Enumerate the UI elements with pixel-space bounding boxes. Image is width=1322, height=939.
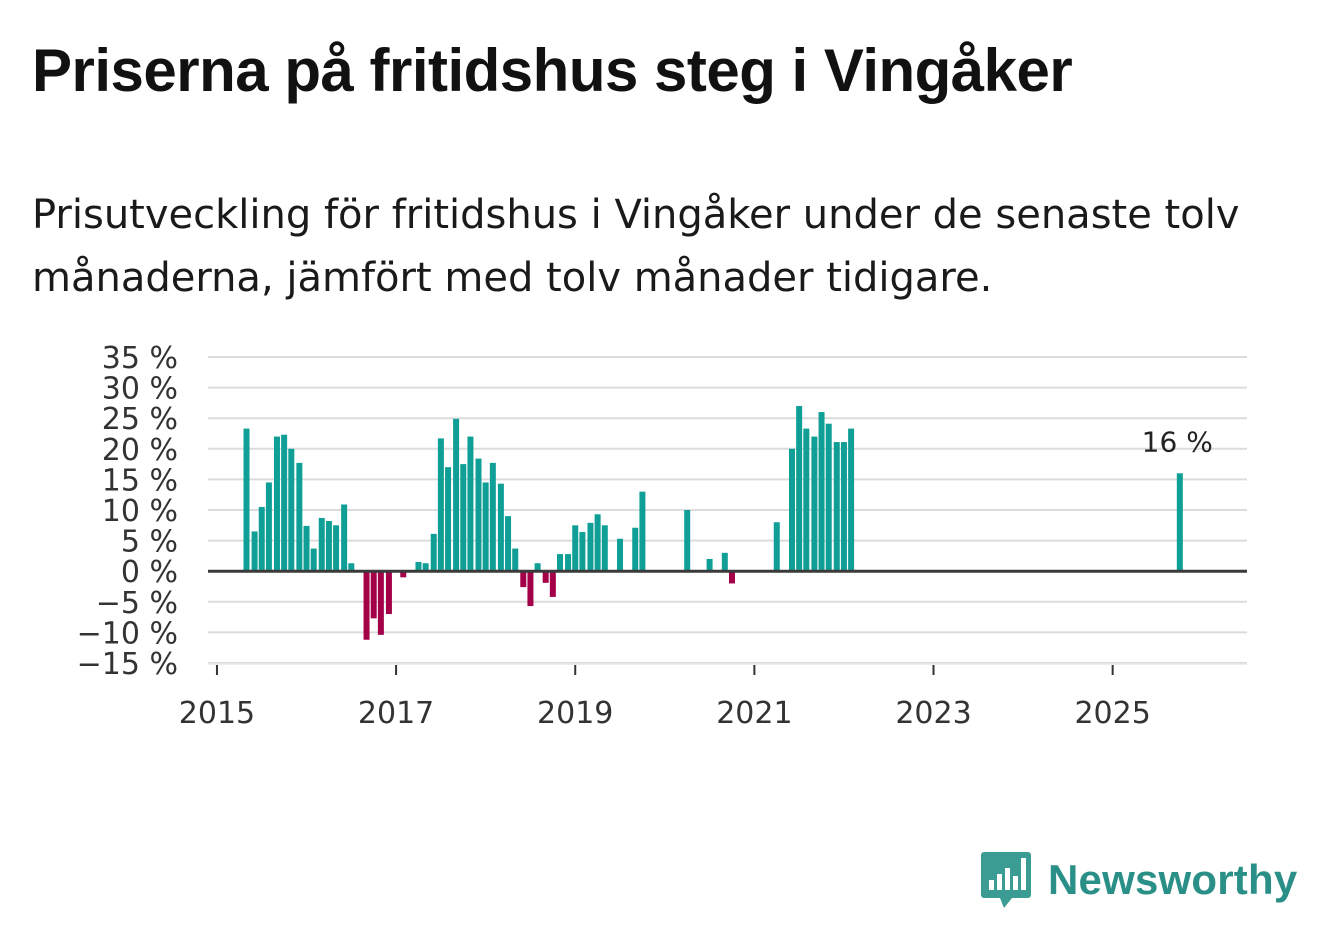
bar (520, 571, 527, 588)
bar (348, 563, 355, 572)
bar (565, 554, 572, 572)
x-tick-label: 2017 (358, 696, 434, 730)
y-tick-label: −10 % (77, 616, 178, 651)
bar (310, 548, 317, 572)
bar (579, 532, 586, 572)
y-tick-label: −5 % (96, 586, 178, 621)
bar (811, 436, 818, 572)
bar (377, 571, 384, 635)
bar (453, 418, 460, 572)
bar (370, 571, 377, 619)
bar (243, 428, 250, 572)
bar (825, 423, 832, 572)
latest-value-annotation: 16 % (1142, 425, 1213, 458)
bar-chart: −15 %−10 %−5 %0 %5 %10 %15 %20 %25 %30 %… (77, 341, 1247, 730)
bar (721, 552, 728, 572)
bar (363, 571, 370, 640)
x-axis-ticks: 2015 2017 2019 2021 2023 2025 (179, 665, 1151, 730)
bar-chart-speech-bubble-icon (981, 852, 1031, 908)
bar (587, 522, 594, 572)
page-title: Priserna på fritidshus steg i Vingåker (32, 37, 1073, 104)
bars (243, 405, 1183, 640)
bar (251, 531, 258, 572)
bar (258, 506, 265, 572)
bar (296, 462, 303, 572)
bar (527, 571, 534, 607)
bar (281, 434, 288, 572)
y-tick-label: 30 % (102, 372, 178, 407)
bar (505, 516, 512, 572)
y-tick-label: 10 % (102, 494, 178, 529)
bar (557, 554, 564, 572)
bar (437, 438, 444, 572)
bar (572, 525, 579, 572)
bar (482, 482, 489, 572)
bar (385, 571, 392, 615)
bar (333, 525, 340, 572)
x-tick-label: 2023 (895, 696, 971, 730)
bar (534, 563, 541, 572)
bar (840, 442, 847, 572)
bar (542, 571, 549, 583)
bar (265, 482, 272, 572)
x-tick-label: 2015 (179, 696, 255, 730)
bar (803, 428, 810, 572)
y-tick-label: 0 % (121, 555, 178, 590)
brand-name: Newsworthy (1048, 856, 1298, 903)
bar (273, 436, 280, 572)
chart-subtitle: Prisutveckling för fritidshus i Vingåker… (32, 192, 1240, 301)
y-axis-labels: −15 %−10 %−5 %0 %5 %10 %15 %20 %25 %30 %… (77, 341, 178, 682)
newsworthy-logo: Newsworthy (980, 850, 1297, 910)
bar (430, 533, 437, 572)
bar (341, 504, 348, 572)
bar (833, 442, 840, 572)
x-tick-label: 2019 (537, 696, 613, 730)
bar (706, 558, 713, 572)
bar (594, 514, 601, 572)
bar (460, 464, 467, 572)
bar (549, 571, 556, 597)
bar (467, 436, 474, 572)
bar (601, 525, 608, 572)
bar (773, 522, 780, 572)
y-tick-label: −15 % (77, 647, 178, 682)
bar (848, 428, 855, 572)
y-tick-label: 25 % (102, 402, 178, 437)
bar (422, 563, 429, 572)
bar (475, 458, 482, 572)
bar (818, 412, 825, 572)
bar (632, 527, 639, 572)
bar (400, 571, 407, 578)
bar (325, 521, 332, 572)
y-tick-label: 20 % (102, 433, 178, 468)
bar (445, 467, 452, 572)
bar (1176, 473, 1183, 572)
bar (788, 448, 795, 572)
bar (415, 562, 422, 572)
bar (288, 448, 295, 572)
bar (728, 571, 735, 584)
x-tick-label: 2025 (1074, 696, 1150, 730)
bar (512, 548, 519, 572)
bar (617, 538, 624, 572)
y-tick-label: 5 % (121, 525, 178, 560)
bar (303, 525, 310, 572)
x-tick-label: 2021 (716, 696, 792, 730)
bar (497, 483, 504, 572)
bar (796, 405, 803, 572)
y-tick-label: 15 % (102, 463, 178, 498)
bar (318, 517, 325, 572)
y-tick-label: 35 % (102, 341, 178, 376)
bar (639, 491, 646, 572)
bar (489, 462, 496, 572)
bar (684, 510, 691, 572)
